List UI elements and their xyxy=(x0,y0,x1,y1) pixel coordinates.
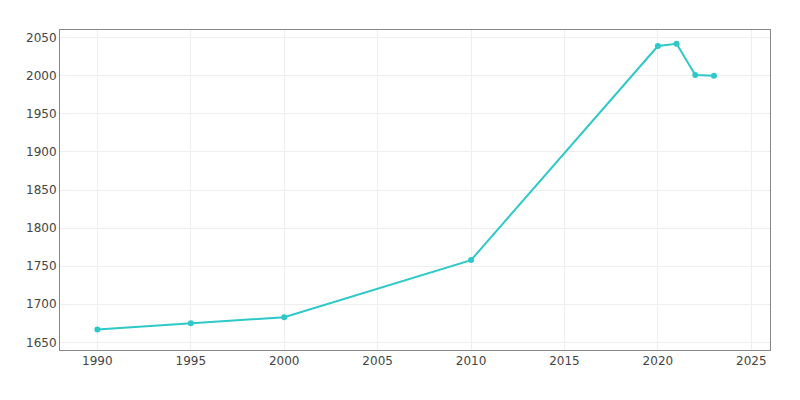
svg-text:2050: 2050 xyxy=(26,31,57,45)
svg-text:1650: 1650 xyxy=(26,336,57,350)
svg-text:2000: 2000 xyxy=(26,69,57,83)
svg-text:1700: 1700 xyxy=(26,297,57,311)
svg-text:1750: 1750 xyxy=(26,259,57,273)
svg-text:1990: 1990 xyxy=(82,354,113,368)
svg-text:1995: 1995 xyxy=(176,354,207,368)
svg-text:2010: 2010 xyxy=(456,354,487,368)
svg-text:2005: 2005 xyxy=(362,354,393,368)
svg-text:1850: 1850 xyxy=(26,183,57,197)
svg-text:1900: 1900 xyxy=(26,145,57,159)
svg-text:1950: 1950 xyxy=(26,107,57,121)
svg-text:2015: 2015 xyxy=(549,354,580,368)
svg-text:2020: 2020 xyxy=(643,354,674,368)
svg-text:1800: 1800 xyxy=(26,221,57,235)
svg-text:2025: 2025 xyxy=(736,354,767,368)
svg-text:2000: 2000 xyxy=(269,354,300,368)
